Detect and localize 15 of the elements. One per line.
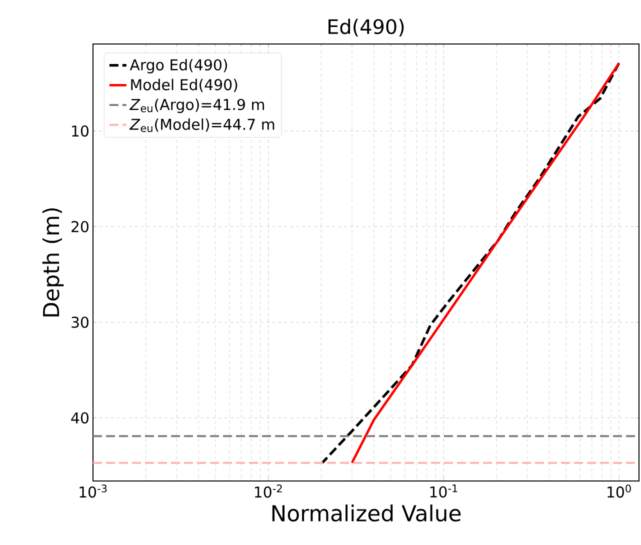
y-tick-label: 40 (71, 412, 88, 424)
legend-label: Argo Ed(490) (130, 58, 228, 74)
y-tick-label: 20 (72, 220, 88, 232)
y-axis-title: Depth (m) (42, 208, 64, 316)
x-axis-title: Normalized Value (272, 504, 461, 522)
chart-title: Ed(490) (328, 18, 404, 36)
x-tick-label: 10$^{-3}$ (80, 484, 107, 498)
legend-label: Z$_{eu}$(Argo)=41.9 m (129, 98, 264, 114)
x-tick-label: 10$^{-2}$ (255, 484, 282, 498)
legend-label: Model Ed(490) (131, 78, 238, 92)
y-tick-label: 30 (72, 316, 88, 328)
x-tick-label: 10$^{0}$ (608, 484, 631, 498)
legend-label: Z$_{eu}$(Model)=44.7 m (129, 118, 274, 132)
y-tick-label: 10 (72, 125, 88, 137)
x-tick-label: 10$^{-1}$ (430, 484, 458, 498)
